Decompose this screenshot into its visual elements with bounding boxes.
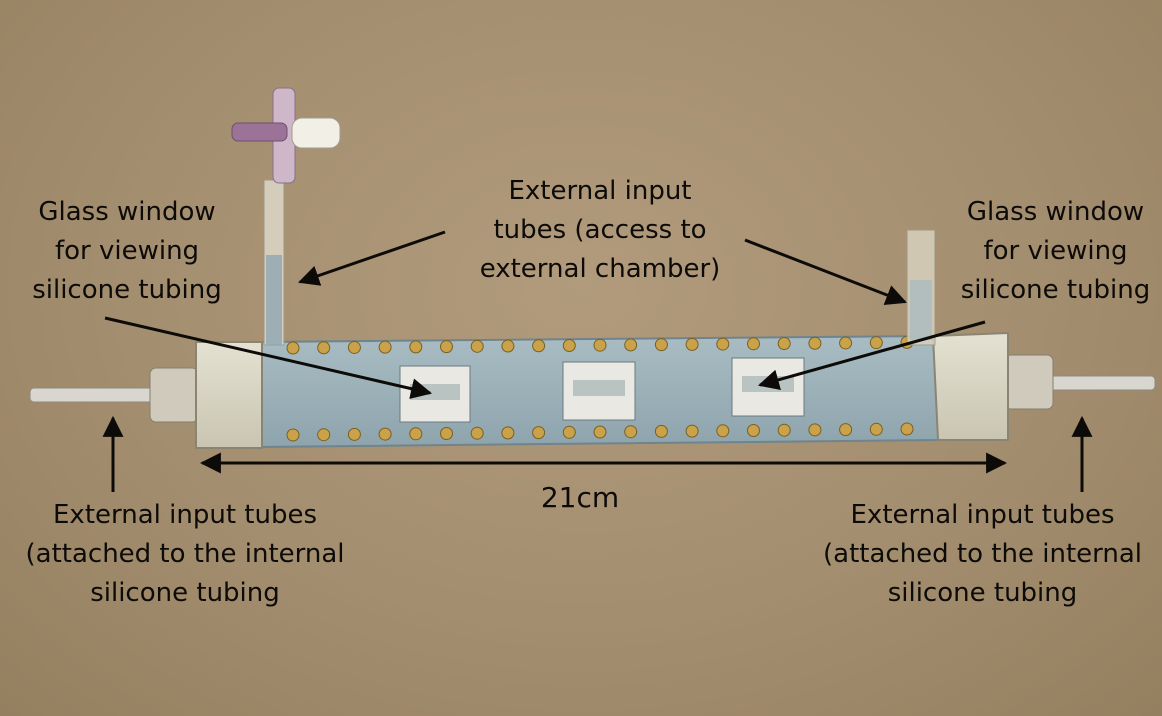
screw-head	[777, 337, 791, 351]
screw-head	[716, 424, 730, 438]
screw-head	[440, 427, 453, 440]
screw-head	[747, 424, 760, 437]
screw-head	[440, 340, 453, 354]
stopcock-valve	[231, 87, 341, 184]
screw-head	[501, 339, 515, 353]
screw-head	[808, 423, 822, 437]
label-external-input-top: External input tubes (access to external…	[479, 176, 721, 284]
screw-head	[317, 428, 331, 442]
screw-head	[470, 426, 484, 440]
screw-head	[378, 427, 392, 441]
left-input-rod	[29, 387, 171, 403]
right-fitting-nut	[1004, 354, 1054, 410]
right-end-cap	[931, 331, 1009, 441]
arrow-top-right	[744, 238, 907, 305]
screw-head	[562, 425, 576, 439]
screw-rows	[286, 335, 914, 442]
screw-head	[409, 427, 423, 441]
left-end-cap	[195, 341, 263, 449]
screw-head	[624, 425, 638, 439]
screw-head	[501, 426, 515, 440]
label-dimension: 21cm	[540, 481, 620, 514]
screw-head	[378, 340, 392, 354]
screw-head	[593, 338, 607, 352]
arrow-top-left	[298, 230, 446, 286]
screw-head	[777, 423, 791, 437]
screw-head	[532, 426, 546, 440]
screw-head	[624, 338, 638, 352]
left-fitting-nut	[149, 367, 199, 423]
glass-window-left	[399, 365, 471, 423]
screw-head	[685, 424, 699, 438]
screw-head	[593, 425, 607, 439]
label-glass-window-left: Glass window for viewing silicone tubing	[32, 197, 222, 305]
screw-head	[562, 338, 576, 352]
screw-head	[839, 423, 853, 437]
screw-head	[808, 336, 822, 350]
screw-head	[869, 422, 883, 436]
screw-head	[532, 339, 546, 353]
label-external-input-bottom-left: External input tubes (attached to the in…	[25, 500, 345, 608]
screw-head	[654, 424, 668, 438]
screw-head	[839, 336, 853, 350]
label-external-input-bottom-right: External input tubes (attached to the in…	[823, 500, 1142, 608]
screw-head	[654, 338, 668, 352]
screw-head	[347, 340, 361, 354]
screw-head	[747, 337, 760, 351]
glass-window-right	[731, 357, 805, 417]
label-glass-window-right: Glass window for viewing silicone tubing	[960, 197, 1151, 305]
screw-head	[685, 337, 699, 351]
screw-head	[470, 339, 484, 353]
screw-head	[317, 341, 331, 355]
glass-window-center	[562, 361, 636, 421]
arrow-right-window	[757, 320, 986, 391]
screw-head	[409, 340, 423, 354]
screw-head	[869, 336, 883, 350]
screw-head	[286, 341, 300, 355]
arrow-left-window	[104, 316, 433, 399]
screw-head	[286, 428, 300, 442]
screw-head	[716, 337, 730, 351]
screw-head	[900, 422, 914, 436]
screw-head	[347, 427, 361, 441]
